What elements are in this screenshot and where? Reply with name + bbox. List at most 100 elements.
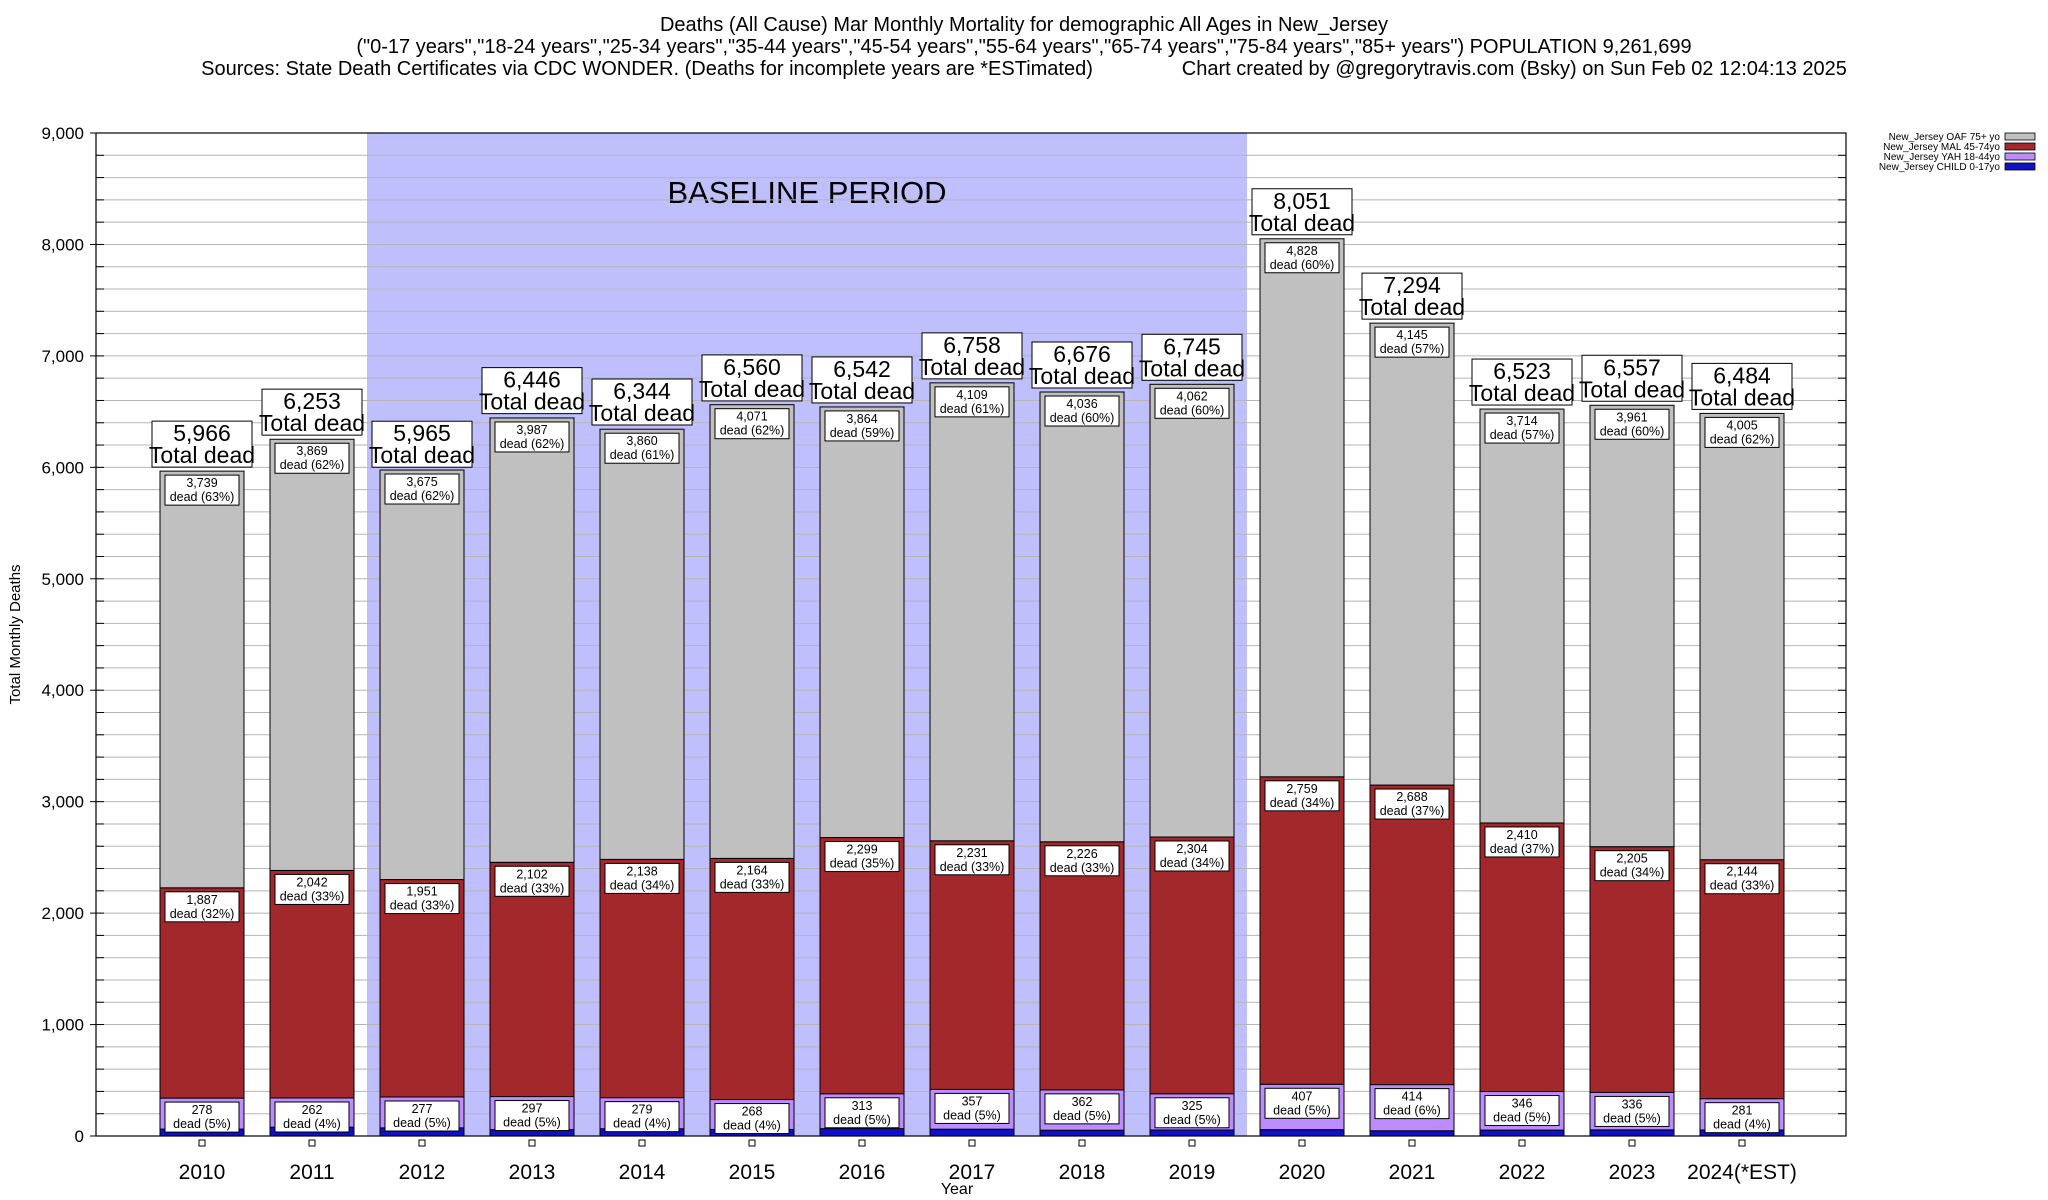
total-value-label: 5,965 (393, 420, 451, 446)
bar-segment (1479, 408, 1565, 824)
segment-value-label: 3,987 (516, 423, 547, 437)
segment-label-box (164, 891, 240, 923)
segment-value-label: 3,739 (186, 476, 217, 490)
bar-segment (1259, 1129, 1345, 1137)
x-tick-label: 2021 (1389, 1161, 1436, 1184)
bar-segment (1369, 322, 1455, 786)
total-value-label: 6,557 (1603, 354, 1661, 380)
x-marker (1738, 1139, 1746, 1147)
total-value-label: 6,676 (1053, 341, 1111, 367)
segment-label-box (1044, 845, 1120, 877)
total-label-box (1581, 354, 1683, 402)
segment-percent-label: dead (4%) (283, 1117, 341, 1131)
y-tick-label: 8,000 (41, 235, 84, 254)
segment-label-box (1704, 863, 1780, 895)
segment-percent-label: dead (60%) (1600, 424, 1665, 438)
segment-percent-label: dead (5%) (1163, 1113, 1221, 1127)
x-marker (1078, 1139, 1086, 1147)
segment-label-box (1484, 412, 1560, 444)
segment-value-label: 2,304 (1176, 842, 1207, 856)
total-suffix-label: Total dead (809, 378, 915, 404)
segment-label-box (164, 474, 240, 506)
segment-value-label: 414 (1402, 1090, 1423, 1104)
segment-label-box (1374, 326, 1450, 358)
segment-percent-label: dead (33%) (280, 889, 345, 903)
legend-entry-swatch (2004, 142, 2036, 151)
segment-value-label: 1,887 (186, 893, 217, 907)
bar-segment (819, 1128, 905, 1137)
segment-value-label: 4,145 (1396, 328, 1427, 342)
segment-percent-label: dead (5%) (1493, 1111, 1551, 1125)
segment-label-box (1594, 850, 1670, 882)
segment-value-label: 336 (1622, 1097, 1643, 1111)
segment-label-box (714, 1103, 790, 1135)
total-label-box (1251, 188, 1353, 236)
bar-segment (159, 470, 245, 889)
segment-percent-label: dead (62%) (500, 437, 565, 451)
total-value-label: 6,344 (613, 378, 671, 404)
total-label-box (1691, 362, 1793, 410)
chart-title-block: Deaths (All Cause) Mar Monthly Mortality… (0, 14, 2048, 80)
total-value-label: 6,745 (1163, 333, 1221, 359)
bar-segment (1699, 412, 1785, 861)
segment-percent-label: dead (57%) (1490, 428, 1555, 442)
segment-value-label: 278 (192, 1103, 213, 1117)
y-axis-title: Total Monthly Deaths (7, 564, 24, 704)
segment-value-label: 279 (632, 1103, 653, 1117)
segment-value-label: 3,961 (1616, 410, 1647, 424)
bar-segment (1589, 404, 1675, 848)
total-suffix-label: Total dead (919, 354, 1025, 380)
segment-value-label: 4,005 (1726, 418, 1757, 432)
segment-percent-label: dead (32%) (170, 907, 235, 921)
legend-entry-label: New_Jersey CHILD 0-17yo (1879, 162, 2001, 173)
x-marker (968, 1139, 976, 1147)
segment-label-box (934, 1092, 1010, 1124)
bar-segment (1149, 383, 1235, 838)
x-marker (1188, 1139, 1196, 1147)
segment-label-box (164, 1101, 240, 1133)
chart-subtitle-age-groups: ("0-17 years","18-24 years","25-34 years… (356, 36, 1692, 58)
y-tick-label: 1,000 (41, 1016, 84, 1035)
x-marker (418, 1139, 426, 1147)
segment-value-label: 277 (412, 1102, 433, 1116)
total-label-box (261, 388, 363, 436)
segment-value-label: 3,864 (846, 412, 877, 426)
bar-segment (929, 382, 1015, 842)
segment-percent-label: dead (60%) (1160, 403, 1225, 417)
segment-label-box (1484, 1095, 1560, 1127)
total-suffix-label: Total dead (699, 376, 805, 402)
segment-value-label: 297 (522, 1102, 543, 1116)
segment-value-label: 4,109 (956, 388, 987, 402)
segment-label-box (1594, 408, 1670, 440)
segment-percent-label: dead (62%) (280, 458, 345, 472)
segment-percent-label: dead (61%) (940, 402, 1005, 416)
segment-label-box (1374, 788, 1450, 820)
total-value-label: 6,560 (723, 354, 781, 380)
segment-label-box (934, 844, 1010, 876)
x-marker (1298, 1139, 1306, 1147)
total-suffix-label: Total dead (369, 442, 475, 468)
x-tick-label: 2019 (1169, 1161, 1216, 1184)
x-marker (1408, 1139, 1416, 1147)
x-marker (638, 1139, 646, 1147)
segment-label-box (714, 408, 790, 440)
bar-segment (1369, 1130, 1455, 1137)
x-marker (198, 1139, 206, 1147)
segment-value-label: 313 (852, 1099, 873, 1113)
segment-label-box (604, 432, 680, 464)
chart-subtitle-sources: Sources: State Death Certificates via CD… (201, 58, 1847, 80)
segment-percent-label: dead (5%) (393, 1116, 451, 1130)
bar-segment (1589, 846, 1675, 1093)
segment-label-box (494, 865, 570, 897)
bar-segment (599, 428, 685, 860)
segment-label-box (384, 1100, 460, 1132)
segment-percent-label: dead (57%) (1380, 342, 1445, 356)
segment-percent-label: dead (33%) (1050, 861, 1115, 875)
bar-stacks (159, 238, 1785, 1137)
segment-label-box (274, 1101, 350, 1133)
legend-entry-swatch (2004, 162, 2036, 171)
x-marker (308, 1139, 316, 1147)
segment-percent-label: dead (5%) (1273, 1103, 1331, 1117)
y-tick-label: 2,000 (41, 904, 84, 923)
total-suffix-label: Total dead (1029, 363, 1135, 389)
